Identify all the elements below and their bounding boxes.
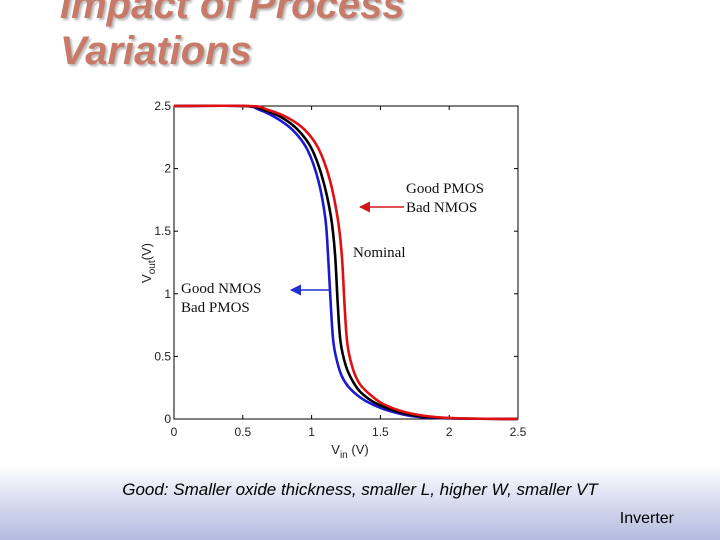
x-tick-label: 1	[308, 425, 315, 439]
x-tick-label: 0	[171, 425, 178, 439]
vtc-chart: 0 0.5 1 1.5 2 2.5 0 0.5 1 1.5 2 2.5 Vin (V) Vout(V…	[139, 99, 527, 461]
footer-label: Inverter	[619, 510, 674, 527]
y-tick-label: 0.5	[154, 349, 171, 363]
annotation-nominal: Nominal	[353, 245, 406, 261]
series-group	[173, 104, 519, 421]
footer-band	[0, 466, 720, 540]
series-line-2	[173, 104, 519, 421]
series-line-1	[173, 104, 519, 421]
y-tick-label: 0	[164, 412, 171, 426]
x-tick-label: 2	[446, 425, 453, 439]
slide-title-line-2: Variations	[60, 29, 252, 73]
x-tick-group: 0 0.5 1 1.5 2 2.5	[171, 106, 527, 439]
x-axis-label: Vin (V)	[331, 442, 368, 461]
slide-title: Impact of Process Variations	[60, 0, 405, 74]
annotation-good-nmos: Good NMOS Bad PMOS	[181, 281, 265, 316]
x-tick-label: 1.5	[372, 425, 389, 439]
y-tick-label: 1.5	[154, 224, 171, 238]
y-tick-label: 2	[164, 162, 171, 176]
plot-frame	[173, 105, 519, 420]
y-axis-label: Vout(V)	[139, 243, 158, 283]
y-tick-label: 1	[164, 287, 171, 301]
slide-caption: Good: Smaller oxide thickness, smaller L…	[122, 480, 598, 499]
series-line-0	[173, 104, 519, 421]
annotation-good-pmos: Good PMOS Bad NMOS	[406, 181, 488, 216]
x-tick-label: 0.5	[234, 425, 251, 439]
x-tick-label: 2.5	[510, 425, 527, 439]
slide-title-line-1: Impact of Process	[60, 0, 405, 27]
y-tick-label: 2.5	[154, 99, 171, 113]
